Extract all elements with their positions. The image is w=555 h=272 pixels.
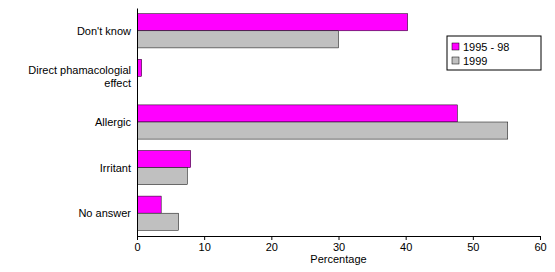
bar <box>137 213 179 230</box>
y-axis-line <box>137 9 138 237</box>
category-label: Don't know <box>77 25 131 37</box>
bar <box>137 122 508 139</box>
bar <box>137 14 408 31</box>
category-label: Allergic <box>95 116 132 128</box>
tick-mark <box>473 236 474 240</box>
bar <box>137 31 339 48</box>
x-axis: 0 10 20 30 40 50 60 <box>134 236 546 253</box>
tick-mark <box>406 236 407 240</box>
x-axis-title: Percentage <box>310 253 366 265</box>
legend-swatch <box>452 57 459 64</box>
tick-mark <box>204 236 205 240</box>
legend-frame <box>447 36 541 70</box>
bars <box>137 14 508 231</box>
tick-mark <box>271 236 272 240</box>
chart: 0 10 20 30 40 50 60 Don't know Direct phamacolog… <box>0 0 555 272</box>
tick-mark <box>540 236 541 240</box>
x-tick: 10 <box>199 236 211 253</box>
bar <box>137 151 191 168</box>
x-tick: 30 <box>333 236 345 253</box>
bar <box>137 196 161 213</box>
tick-label: 50 <box>467 241 479 253</box>
legend-swatch <box>452 43 459 50</box>
x-tick: 50 <box>467 236 479 253</box>
x-tick: 20 <box>266 236 278 253</box>
tick-label: 60 <box>534 241 546 253</box>
category-label: Irritant <box>100 162 131 174</box>
legend: 1995 - 98 1999 <box>447 36 541 70</box>
legend-label: 1995 - 98 <box>463 41 509 53</box>
tick-label: 40 <box>400 241 412 253</box>
bar <box>137 105 457 122</box>
x-tick: 40 <box>400 236 412 253</box>
bar <box>137 168 187 185</box>
category-labels: Don't know Direct phamacologialeffect Alle… <box>28 25 131 219</box>
tick-label: 30 <box>333 241 345 253</box>
tick-mark <box>339 236 340 240</box>
tick-mark <box>137 236 138 240</box>
category-label: Direct phamacologialeffect <box>28 64 131 89</box>
x-tick: 60 <box>534 236 546 253</box>
tick-label: 20 <box>266 241 278 253</box>
legend-label: 1999 <box>463 55 487 67</box>
x-tick: 0 <box>134 236 140 253</box>
category-label: No answer <box>78 207 131 219</box>
tick-label: 0 <box>134 241 140 253</box>
tick-label: 10 <box>199 241 211 253</box>
y-axis <box>137 9 139 237</box>
